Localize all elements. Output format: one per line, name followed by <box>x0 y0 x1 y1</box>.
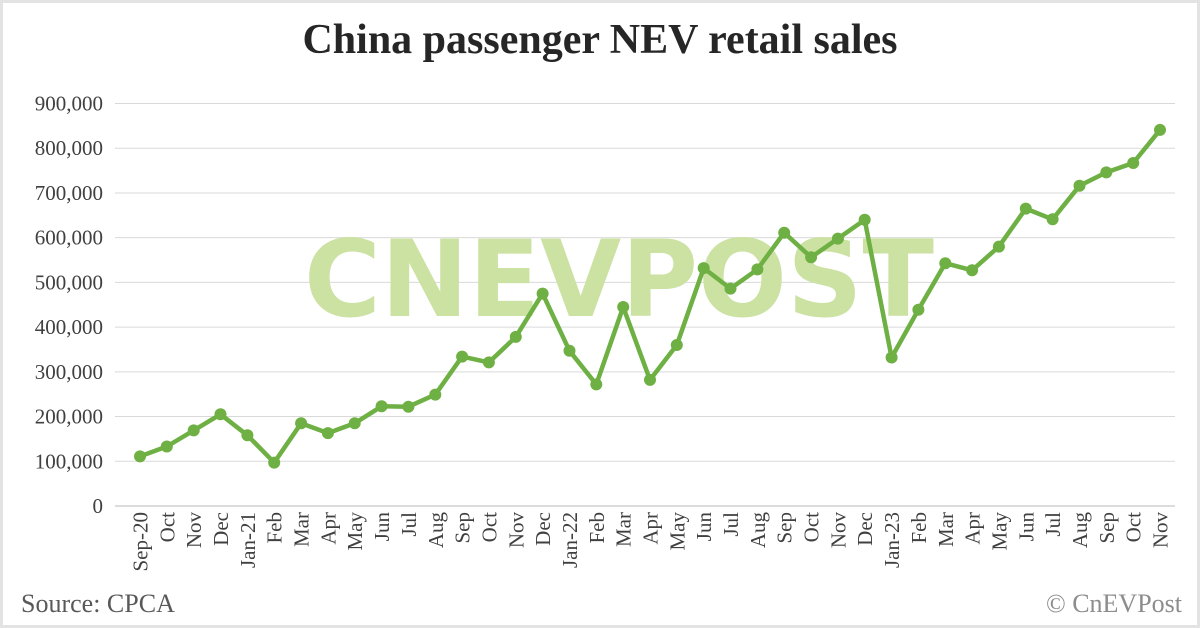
data-point <box>590 378 603 391</box>
y-tick-label: 500,000 <box>35 270 103 294</box>
y-tick-label: 900,000 <box>35 92 103 116</box>
x-tick-label: Feb <box>263 512 287 544</box>
data-point <box>939 257 952 270</box>
data-point <box>268 456 281 469</box>
data-point <box>1073 179 1086 192</box>
x-tick-label: Mar <box>290 512 314 547</box>
x-tick-label: Dec <box>209 512 233 546</box>
x-tick-label: Sep <box>1095 512 1119 544</box>
x-tick-label: Sep <box>451 512 475 544</box>
x-tick-label: Aug <box>1068 512 1092 549</box>
y-tick-label: 800,000 <box>35 136 103 160</box>
x-tick-label: Oct <box>800 512 824 542</box>
data-point <box>348 417 361 430</box>
data-point <box>536 287 549 300</box>
data-point <box>885 351 898 364</box>
y-tick-label: 700,000 <box>35 181 103 205</box>
y-tick-label: 200,000 <box>35 405 103 429</box>
x-tick-label: Nov <box>182 512 206 549</box>
x-tick-label: Aug <box>746 512 770 549</box>
data-point <box>134 450 146 463</box>
source-label: Source: CPCA <box>21 589 175 618</box>
data-point <box>1127 157 1140 169</box>
x-tick-label: Jan-22 <box>558 512 582 568</box>
x-tick-label: May <box>665 512 689 551</box>
data-point <box>1100 166 1113 179</box>
data-point <box>214 408 227 421</box>
x-tick-label: Jan-23 <box>880 512 904 568</box>
data-point <box>482 356 495 369</box>
data-point <box>751 263 764 276</box>
data-point <box>1019 202 1032 215</box>
x-tick-label: Jul <box>1041 512 1065 537</box>
x-tick-label: Mar <box>934 512 958 547</box>
data-point <box>724 282 737 295</box>
x-tick-label: Jun <box>1014 512 1038 542</box>
data-series <box>134 123 1166 469</box>
data-point <box>644 373 656 386</box>
x-tick-label: Nov <box>826 512 850 549</box>
y-tick-label: 600,000 <box>35 226 103 250</box>
data-point <box>778 226 791 239</box>
data-point <box>375 400 388 413</box>
data-point <box>241 429 254 442</box>
data-point <box>617 301 630 313</box>
x-tick-label: Feb <box>907 512 931 544</box>
x-tick-label: Oct <box>155 512 179 542</box>
x-axis-labels: Sep-20 Oct Nov Dec Jan-21 Feb Mar Apr May Jun Jul A… <box>129 512 1173 572</box>
data-point <box>912 303 925 316</box>
x-tick-label: Jun <box>692 512 716 542</box>
data-point <box>563 344 576 357</box>
x-tick-label: Apr <box>639 512 663 545</box>
data-point <box>429 388 442 401</box>
x-tick-label: Jul <box>719 512 743 537</box>
data-point <box>1046 213 1059 226</box>
x-tick-label: Oct <box>477 512 501 542</box>
data-point <box>858 213 871 226</box>
x-tick-label: Jul <box>397 512 421 537</box>
y-tick-label: 400,000 <box>35 315 103 339</box>
data-point <box>160 440 173 453</box>
data-point <box>456 350 469 363</box>
copyright-label: © CnEVPost <box>1045 589 1182 618</box>
data-point <box>966 264 979 277</box>
data-point <box>1154 123 1166 136</box>
x-tick-label: Jun <box>370 512 394 542</box>
data-point <box>670 339 683 351</box>
y-tick-label: 300,000 <box>35 360 103 384</box>
data-point <box>187 424 200 437</box>
x-tick-label: May <box>343 512 367 551</box>
x-tick-label: Oct <box>1122 512 1146 542</box>
x-tick-label: Sep-20 <box>129 512 153 572</box>
x-tick-label: Apr <box>961 512 985 545</box>
x-tick-label: Dec <box>853 512 877 546</box>
y-tick-label: 100,000 <box>35 449 103 473</box>
x-tick-label: Feb <box>585 512 609 544</box>
nev-retail-sales-line-chart: CNEVPOST0100,000200,000300,000400,000500… <box>35 92 1175 572</box>
data-point <box>831 232 844 245</box>
x-tick-label: Mar <box>612 512 636 547</box>
data-point <box>295 417 308 430</box>
data-point <box>992 240 1005 253</box>
x-tick-label: Dec <box>531 512 555 546</box>
x-tick-label: Apr <box>316 512 340 545</box>
chart-title: China passenger NEV retail sales <box>302 17 898 63</box>
data-point <box>697 262 710 275</box>
data-point <box>402 400 415 413</box>
y-axis-labels: 0 100,000 200,000 300,000 400,000 500,000 600,… <box>35 92 103 519</box>
x-tick-label: Nov <box>1149 512 1173 549</box>
gridlines <box>115 103 1175 507</box>
data-point <box>321 427 334 440</box>
x-tick-label: Sep <box>773 512 797 544</box>
data-point <box>509 330 522 343</box>
x-tick-label: Nov <box>504 512 528 549</box>
x-tick-label: Aug <box>424 512 448 549</box>
x-tick-label: May <box>987 512 1011 551</box>
y-tick-label: 0 <box>93 494 104 518</box>
x-tick-label: Jan-21 <box>236 512 260 568</box>
data-point <box>805 251 818 264</box>
